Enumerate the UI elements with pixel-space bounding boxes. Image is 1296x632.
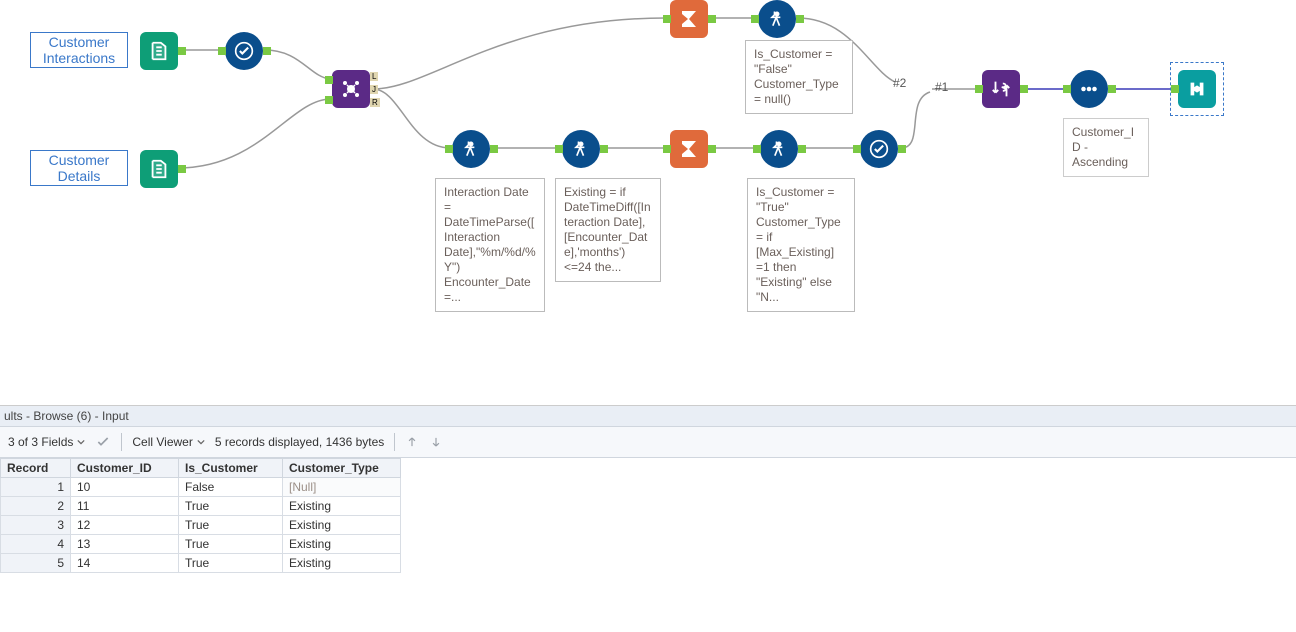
join-J-label: J <box>370 85 378 94</box>
workflow-canvas[interactable]: Customer Interactions Customer Details L… <box>0 0 1296 400</box>
union-anchor-1: #1 <box>935 80 948 94</box>
port <box>798 145 806 153</box>
record-tool[interactable] <box>1070 70 1108 108</box>
annotation-sort: Customer_ID - Ascending <box>1063 118 1149 177</box>
table-cell: 3 <box>1 516 71 535</box>
table-cell: True <box>179 554 283 573</box>
table-cell: False <box>179 478 283 497</box>
table-row[interactable]: 413TrueExisting <box>1 535 401 554</box>
results-toolbar: 3 of 3 Fields Cell Viewer 5 records disp… <box>0 427 1296 458</box>
port <box>751 15 759 23</box>
separator <box>394 433 395 451</box>
table-cell: 11 <box>71 497 179 516</box>
port <box>898 145 906 153</box>
table-row[interactable]: 211TrueExisting <box>1 497 401 516</box>
output-port <box>178 47 186 55</box>
output-port <box>263 47 271 55</box>
nav-down-icon[interactable] <box>429 435 443 449</box>
table-cell: 4 <box>1 535 71 554</box>
sort-tool[interactable] <box>982 70 1020 108</box>
input-label: Customer Interactions <box>43 34 115 66</box>
summarize-tool-top[interactable] <box>670 0 708 38</box>
text-input-interactions[interactable]: Customer Interactions <box>30 32 128 68</box>
port <box>663 145 671 153</box>
formula-tool-3[interactable] <box>760 130 798 168</box>
port <box>796 15 804 23</box>
select-tool-1[interactable] <box>225 32 263 70</box>
join-R-label: R <box>370 98 380 107</box>
column-header[interactable]: Record <box>1 459 71 478</box>
nav-up-icon[interactable] <box>405 435 419 449</box>
port <box>853 145 861 153</box>
join-tool[interactable] <box>332 70 370 108</box>
select-tool-2[interactable] <box>860 130 898 168</box>
table-cell: Existing <box>283 535 401 554</box>
cellviewer-dropdown[interactable]: Cell Viewer <box>132 435 204 449</box>
table-cell: True <box>179 497 283 516</box>
table-cell: 12 <box>71 516 179 535</box>
input-data-tool-1[interactable] <box>140 32 178 70</box>
results-panel: ults - Browse (6) - Input 3 of 3 Fields … <box>0 405 1296 573</box>
port <box>600 145 608 153</box>
annotation-formula-2: Existing = if DateTimeDiff([Interaction … <box>555 178 661 282</box>
join-R-in <box>325 96 333 104</box>
table-cell: Existing <box>283 516 401 535</box>
table-row[interactable]: 110False[Null] <box>1 478 401 497</box>
table-cell: 13 <box>71 535 179 554</box>
port <box>975 85 983 93</box>
annotation-formula-1: Interaction Date = DateTimeParse([Intera… <box>435 178 545 312</box>
table-cell: 10 <box>71 478 179 497</box>
port <box>1171 85 1179 93</box>
join-L-in <box>325 76 333 84</box>
port <box>663 15 671 23</box>
table-row[interactable]: 312TrueExisting <box>1 516 401 535</box>
input-data-tool-2[interactable] <box>140 150 178 188</box>
check-icon <box>95 434 111 450</box>
port <box>1063 85 1071 93</box>
join-L-label: L <box>370 72 378 81</box>
port <box>1020 85 1028 93</box>
cellviewer-label: Cell Viewer <box>132 435 192 449</box>
text-input-details[interactable]: Customer Details <box>30 150 128 186</box>
fields-dropdown[interactable]: 3 of 3 Fields <box>8 435 85 449</box>
status-text: 5 records displayed, 1436 bytes <box>215 435 384 449</box>
table-row[interactable]: 514TrueExisting <box>1 554 401 573</box>
output-port <box>178 165 186 173</box>
table-cell: 14 <box>71 554 179 573</box>
port <box>490 145 498 153</box>
results-tab-label[interactable]: ults - Browse (6) - Input <box>0 406 1296 427</box>
browse-tool[interactable] <box>1178 70 1216 108</box>
table-cell: Existing <box>283 554 401 573</box>
input-port <box>218 47 226 55</box>
port <box>753 145 761 153</box>
port <box>708 145 716 153</box>
input-label: Customer Details <box>49 152 110 184</box>
summarize-tool-2[interactable] <box>670 130 708 168</box>
fields-text: 3 of 3 Fields <box>8 435 73 449</box>
annotation-formula-3: Is_Customer = "True" Customer_Type = if … <box>747 178 855 312</box>
separator <box>121 433 122 451</box>
formula-tool-2[interactable] <box>562 130 600 168</box>
table-cell: 2 <box>1 497 71 516</box>
port <box>555 145 563 153</box>
column-header[interactable]: Is_Customer <box>179 459 283 478</box>
table-cell: True <box>179 516 283 535</box>
table-cell: True <box>179 535 283 554</box>
port <box>1108 85 1116 93</box>
port <box>445 145 453 153</box>
formula-tool-top[interactable] <box>758 0 796 38</box>
table-cell: 5 <box>1 554 71 573</box>
table-cell: Existing <box>283 497 401 516</box>
annotation-formula-top: Is_Customer = "False" Customer_Type = nu… <box>745 40 853 114</box>
table-cell: 1 <box>1 478 71 497</box>
column-header[interactable]: Customer_Type <box>283 459 401 478</box>
table-cell: [Null] <box>283 478 401 497</box>
union-anchor-2: #2 <box>893 76 906 90</box>
port <box>708 15 716 23</box>
column-header[interactable]: Customer_ID <box>71 459 179 478</box>
formula-tool-1[interactable] <box>452 130 490 168</box>
results-table[interactable]: RecordCustomer_IDIs_CustomerCustomer_Typ… <box>0 458 401 573</box>
